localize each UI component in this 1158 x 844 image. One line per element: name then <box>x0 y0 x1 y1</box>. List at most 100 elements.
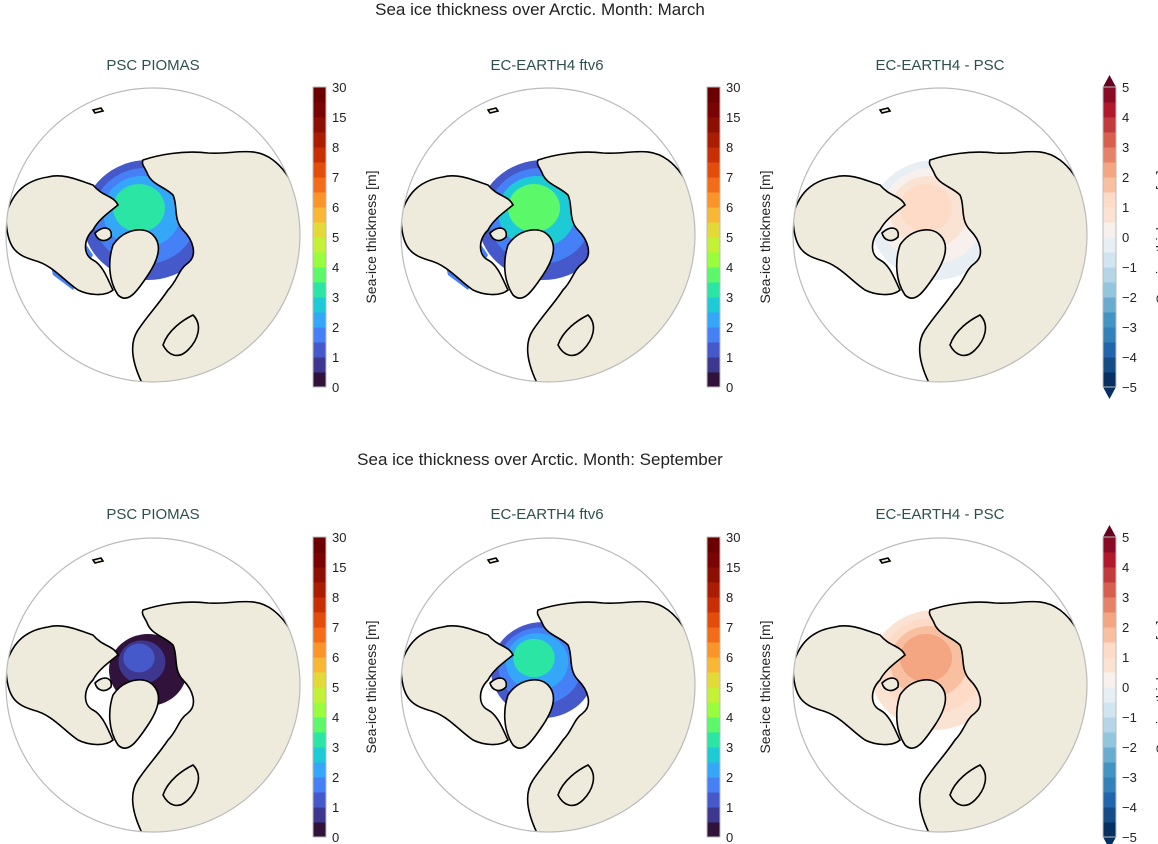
colorbar-band <box>1103 177 1116 193</box>
ice-field <box>508 184 560 232</box>
colorbar-band <box>313 537 326 553</box>
colorbar-band <box>313 237 326 253</box>
colorbar-band <box>313 582 326 598</box>
colorbar-band <box>313 357 326 373</box>
colorbar-tick-label: 0 <box>332 830 339 844</box>
colorbar-tick-label: 7 <box>726 620 733 635</box>
colorbar-band <box>313 207 326 223</box>
colorbar-band <box>1103 807 1116 823</box>
colorbar-band <box>1103 252 1116 268</box>
colorbar-tick-label: 0 <box>1122 680 1129 695</box>
colorbar-tick-label: 2 <box>332 320 339 335</box>
colorbar-band <box>1103 792 1116 808</box>
colorbar-band <box>1103 312 1116 328</box>
colorbar-tick-label: 4 <box>726 710 733 725</box>
panel-title-september-piomas: PSC PIOMAS <box>106 506 200 523</box>
colorbar-band <box>1103 672 1116 688</box>
colorbar-band <box>707 792 720 808</box>
colorbar-band <box>707 657 720 673</box>
colorbar-band <box>313 597 326 613</box>
colorbar-band <box>313 147 326 163</box>
colorbar-band <box>707 537 720 553</box>
colorbar-band <box>707 687 720 703</box>
colorbar-tick-label: 5 <box>1122 530 1129 545</box>
colorbar-tick-label: 1 <box>726 800 733 815</box>
colorbar-band <box>1103 357 1116 373</box>
colorbar-tick-label: 5 <box>726 230 733 245</box>
colorbar-band <box>707 162 720 178</box>
colorbar-tick-label: 6 <box>332 200 339 215</box>
colorbar-band <box>707 207 720 223</box>
colorbar-band <box>1103 102 1116 118</box>
colorbar-band <box>1103 222 1116 238</box>
colorbar-piomas: 0 1 2 3 4 5 6 7 8 15 30 Sea-ice thickness [m] <box>312 530 379 844</box>
colorbar-band <box>313 327 326 343</box>
colorbar-tick-label: 15 <box>332 110 346 125</box>
panel-title-march-ecearth: EC-EARTH4 ftv6 <box>490 57 604 74</box>
panel-title-march-diff: EC-EARTH4 - PSC <box>875 57 1005 74</box>
colorbar-band <box>1103 117 1116 133</box>
colorbar-band <box>707 252 720 268</box>
colorbar-difference: 5 4 3 2 1 0 −1 −2 −3 −4 −5 Sea-ice thickness [m] <box>1102 75 1158 399</box>
colorbar-band <box>1103 762 1116 778</box>
colorbar-label: Sea-ice thickness [m] <box>757 170 773 303</box>
colorbar-tick-label: 6 <box>332 650 339 665</box>
colorbar-ecearth: 0 1 2 3 4 5 6 7 8 15 30 Sea-ice thickness [m] <box>706 530 773 844</box>
colorbar-band <box>707 282 720 298</box>
colorbar-band <box>313 642 326 658</box>
colorbar-tick-label: 30 <box>726 530 740 545</box>
map-panel <box>792 537 1088 833</box>
colorbar-band <box>313 612 326 628</box>
panel-title-september-diff: EC-EARTH4 - PSC <box>875 506 1005 523</box>
colorbar-band <box>707 777 720 793</box>
map-panel <box>5 537 301 833</box>
colorbar-band <box>1103 747 1116 763</box>
colorbar-band <box>313 672 326 688</box>
colorbar-band <box>313 777 326 793</box>
colorbar-band <box>1103 702 1116 718</box>
panel-title-september-ecearth: EC-EARTH4 ftv6 <box>490 506 604 523</box>
colorbar-ecearth: 0 1 2 3 4 5 6 7 8 15 30 Sea-ice thickness [m] <box>706 80 773 395</box>
colorbar-band <box>1103 612 1116 628</box>
colorbar-band <box>1103 87 1116 103</box>
colorbar-difference: 5 4 3 2 1 0 −1 −2 −3 −4 −5 Sea-ice thickness [m] <box>1102 525 1158 844</box>
colorbar-tick-label: 6 <box>726 200 733 215</box>
colorbar-band <box>313 687 326 703</box>
colorbar-tick-label: 7 <box>332 170 339 185</box>
colorbar-band <box>313 552 326 568</box>
colorbar-band <box>1103 567 1116 583</box>
colorbar-label: Sea-ice thickness [m] <box>363 620 379 753</box>
colorbar-tick-label: 0 <box>332 380 339 395</box>
colorbar-tick-label: 0 <box>1122 230 1129 245</box>
colorbar-tick-label: −3 <box>1122 770 1137 785</box>
colorbar-band <box>1103 132 1116 148</box>
colorbar-band <box>707 642 720 658</box>
colorbar-tick-label: −2 <box>1122 740 1137 755</box>
colorbar-outline <box>1102 536 1117 838</box>
colorbar-band <box>1103 687 1116 703</box>
colorbar-tick-label: 5 <box>726 680 733 695</box>
colorbar-tick-label: −5 <box>1122 830 1137 844</box>
colorbar-band <box>1103 777 1116 793</box>
colorbar-band <box>1103 342 1116 358</box>
colorbar-band <box>707 87 720 103</box>
colorbar-tick-label: −1 <box>1122 260 1137 275</box>
colorbar-band <box>313 132 326 148</box>
colorbar-tick-label: 3 <box>726 290 733 305</box>
colorbar-band <box>1103 732 1116 748</box>
colorbar-tick-label: 2 <box>332 770 339 785</box>
colorbar-band <box>1103 822 1116 838</box>
map-frame <box>5 87 301 383</box>
colorbar-band <box>707 582 720 598</box>
colorbar-tick-label: 3 <box>1122 590 1129 605</box>
colorbar-band <box>313 117 326 133</box>
colorbar-tick-label: 1 <box>726 350 733 365</box>
colorbar-band <box>1103 537 1116 553</box>
colorbar-band <box>313 162 326 178</box>
colorbar-tick-label: −4 <box>1122 800 1137 815</box>
colorbar-band <box>313 762 326 778</box>
colorbar-band <box>707 237 720 253</box>
map-frame <box>5 537 301 833</box>
colorbar-band <box>313 192 326 208</box>
colorbar-band <box>313 627 326 643</box>
